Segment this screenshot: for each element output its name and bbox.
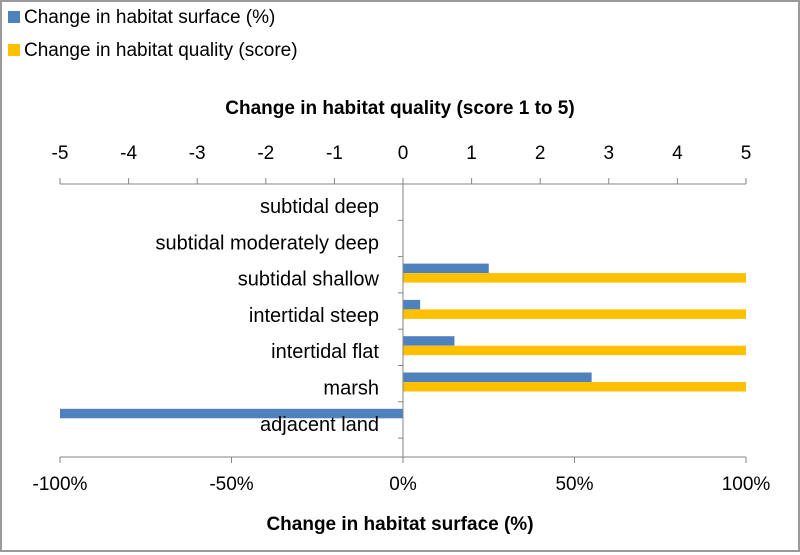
- category-label-subtidal-shallow: subtidal shallow: [238, 269, 380, 291]
- top-axis-tick-label: -3: [189, 143, 206, 164]
- top-axis-tick-label: 1: [466, 143, 477, 164]
- bar-surface-intertidal-steep: [403, 299, 421, 310]
- legend: Change in habitat surface (%) Change in h…: [8, 7, 298, 61]
- bar-surface-marsh: [403, 372, 592, 382]
- bottom-axis-title: Change in habitat surface (%): [266, 514, 533, 535]
- top-axis-tick-label: -1: [326, 143, 343, 164]
- bottom-axis-tick-label: 100%: [722, 474, 771, 495]
- bar-quality-intertidal-flat: [403, 345, 746, 356]
- category-label-intertidal-flat: intertidal flat: [271, 341, 379, 363]
- bottom-axis-tick-label: 0%: [389, 474, 417, 495]
- category-labels: subtidal deep subtidal moderately deep sub…: [156, 196, 380, 436]
- legend-label-change-in-habitat-quality-score: Change in habitat quality (score): [24, 40, 298, 61]
- top-axis-tick-label: -2: [257, 143, 274, 164]
- bar-surface-subtidal-shallow: [403, 263, 489, 274]
- bar-quality-intertidal-steep: [403, 309, 746, 319]
- top-axis-tick-label: 2: [535, 143, 546, 164]
- top-axis-tick-label: 0: [398, 143, 409, 164]
- bars: [60, 263, 746, 419]
- bottom-axis-tick-label: 50%: [555, 474, 593, 495]
- plot-area: subtidal deep subtidal moderately deep sub…: [60, 183, 746, 457]
- bar-quality-marsh: [403, 382, 746, 392]
- category-axis: [398, 183, 404, 457]
- category-label-subtidal-deep: subtidal deep: [260, 196, 379, 218]
- bottom-axis-tick-label: -100%: [33, 474, 88, 495]
- bar-surface-adjacent-land: [60, 408, 403, 419]
- top-axis-tick-label: 3: [604, 143, 615, 164]
- top-axis-tick-label: -4: [120, 143, 137, 164]
- category-label-intertidal-steep: intertidal steep: [249, 305, 379, 327]
- bottom-axis: -100% -50% 0% 50% 100%: [33, 456, 771, 495]
- top-axis-title: Change in habitat quality (score 1 to 5): [225, 98, 574, 119]
- bar-quality-subtidal-shallow: [403, 273, 746, 283]
- legend-swatch-change-in-habitat-surface: [8, 11, 20, 23]
- top-axis-tick-label: 4: [672, 143, 683, 164]
- top-axis-tick-label: 5: [741, 143, 752, 164]
- category-label-marsh: marsh: [323, 378, 379, 400]
- category-label-adjacent-land: adjacent land: [260, 414, 379, 436]
- legend-label-change-in-habitat-surface: Change in habitat surface (%): [24, 7, 275, 28]
- bottom-axis-tick-label: -50%: [209, 474, 253, 495]
- category-label-subtidal-moderately-deep: subtidal moderately deep: [156, 232, 379, 254]
- top-axis-tick-label: -5: [52, 143, 69, 164]
- legend-swatch-change-in-habitat-quality-score: [8, 44, 20, 56]
- top-axis: -5 -4 -3 -2 -1 0 1 2 3 4 5: [52, 143, 752, 185]
- bar-surface-intertidal-flat: [403, 336, 455, 346]
